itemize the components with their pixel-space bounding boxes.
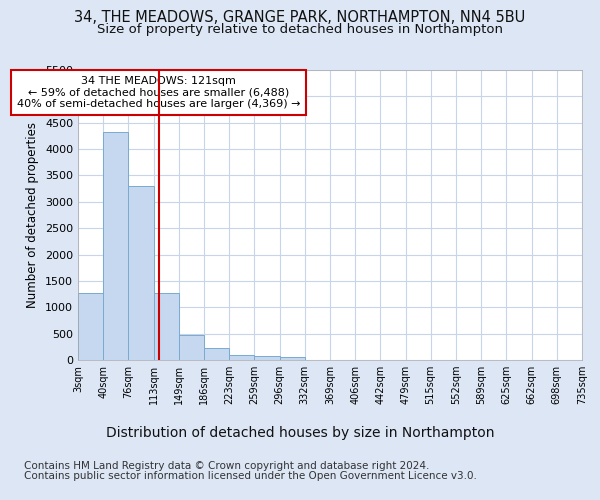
Text: Size of property relative to detached houses in Northampton: Size of property relative to detached ho…	[97, 24, 503, 36]
Bar	[128, 186, 154, 360]
Text: 34, THE MEADOWS, GRANGE PARK, NORTHAMPTON, NN4 5BU: 34, THE MEADOWS, GRANGE PARK, NORTHAMPTO…	[74, 10, 526, 25]
Y-axis label: Number of detached properties: Number of detached properties	[26, 122, 40, 308]
Bar	[204, 348, 229, 360]
Bar	[154, 292, 179, 360]
Bar	[229, 354, 254, 360]
Bar	[179, 334, 204, 360]
Text: 34 THE MEADOWS: 121sqm
← 59% of detached houses are smaller (6,488)
40% of semi-: 34 THE MEADOWS: 121sqm ← 59% of detached…	[17, 76, 301, 109]
Bar	[103, 132, 128, 360]
Text: Contains HM Land Registry data © Crown copyright and database right 2024.: Contains HM Land Registry data © Crown c…	[24, 461, 430, 471]
Bar	[78, 293, 103, 360]
Bar	[280, 357, 305, 360]
Text: Distribution of detached houses by size in Northampton: Distribution of detached houses by size …	[106, 426, 494, 440]
Bar	[254, 356, 280, 360]
Text: Contains public sector information licensed under the Open Government Licence v3: Contains public sector information licen…	[24, 471, 477, 481]
